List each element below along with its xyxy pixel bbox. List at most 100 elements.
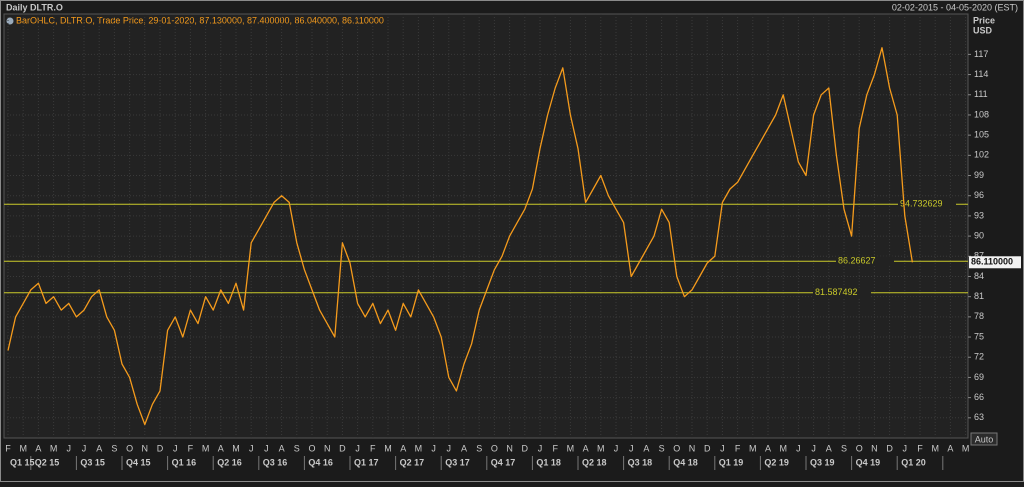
x-tick-label: J: [629, 443, 634, 453]
legend-icon: [6, 17, 14, 25]
x-tick-label: M: [232, 443, 240, 453]
x-tick-label: A: [765, 443, 771, 453]
x-tick-label: D: [157, 443, 164, 453]
x-tick-label: D: [522, 443, 529, 453]
quarter-label: Q3 17: [445, 457, 470, 467]
x-tick-label: J: [447, 443, 452, 453]
x-tick-label: A: [35, 443, 41, 453]
x-tick-label: D: [704, 443, 711, 453]
y-tick-label: 87: [974, 251, 984, 261]
x-tick-label: M: [931, 443, 939, 453]
quarter-label: Q2 19: [764, 457, 789, 467]
quarter-label: Q2 17: [400, 457, 425, 467]
x-tick-label: A: [583, 443, 589, 453]
quarter-label: Q4 19: [856, 457, 881, 467]
quarter-label: Q4 16: [308, 457, 333, 467]
x-tick-label: J: [431, 443, 436, 453]
quarter-label: Q4 15: [126, 457, 151, 467]
quarter-label: Q2 16: [217, 457, 242, 467]
x-tick-label: M: [597, 443, 605, 453]
hline-label-bg: [898, 199, 956, 210]
auto-button[interactable]: [970, 432, 998, 446]
x-tick-label: A: [643, 443, 649, 453]
hline-label-bg: [836, 256, 894, 267]
auto-button-label[interactable]: Auto: [975, 434, 994, 444]
x-tick-label: F: [917, 443, 923, 453]
x-tick-label: J: [173, 443, 178, 453]
last-price-tag: [969, 256, 1021, 269]
x-tick-label: D: [339, 443, 346, 453]
x-tick-label: M: [19, 443, 27, 453]
x-tick-label: M: [50, 443, 58, 453]
x-tick-label: F: [188, 443, 194, 453]
x-tick-label: N: [506, 443, 513, 453]
x-tick-label: N: [324, 443, 331, 453]
y-tick-label: 117: [974, 49, 988, 59]
x-tick-label: N: [689, 443, 696, 453]
hline-label: 94.732629: [900, 199, 943, 209]
quarter-label: Q1 18: [536, 457, 561, 467]
y-tick-label: 84: [974, 271, 984, 281]
quarter-label: Q2 18: [582, 457, 607, 467]
y-tick-label: 90: [974, 230, 984, 240]
x-tick-label: J: [264, 443, 269, 453]
y-axis-unit: USD: [973, 25, 993, 35]
y-tick-label: 93: [974, 210, 984, 220]
y-tick-label: 63: [974, 412, 984, 422]
x-tick-label: J: [249, 443, 254, 453]
x-tick-label: O: [308, 443, 315, 453]
x-tick-label: J: [67, 443, 72, 453]
quarter-label: Q3 15: [80, 457, 105, 467]
x-tick-label: A: [96, 443, 102, 453]
x-tick-label: J: [614, 443, 619, 453]
x-tick-label: O: [126, 443, 133, 453]
y-axis-label: Price: [973, 15, 995, 25]
x-tick-label: S: [659, 443, 665, 453]
hline-label: 86.26627: [838, 256, 876, 266]
x-tick-label: M: [567, 443, 575, 453]
x-tick-label: J: [903, 443, 908, 453]
legend: BarOHLC, DLTR.O, Trade Price, 29-01-2020…: [16, 15, 384, 25]
x-tick-label: J: [720, 443, 725, 453]
x-tick-label: F: [735, 443, 741, 453]
quarter-label: Q1 19: [719, 457, 744, 467]
x-tick-label: J: [811, 443, 816, 453]
x-tick-label: J: [796, 443, 801, 453]
x-tick-label: S: [111, 443, 117, 453]
y-tick-label: 105: [974, 130, 989, 140]
x-tick-label: F: [552, 443, 558, 453]
x-tick-label: F: [5, 443, 11, 453]
x-tick-label: S: [476, 443, 482, 453]
x-tick-label: F: [370, 443, 376, 453]
y-tick-label: 78: [974, 311, 984, 321]
x-tick-label: S: [841, 443, 847, 453]
y-tick-label: 66: [974, 392, 984, 402]
y-tick-label: 111: [974, 89, 988, 99]
quarter-label: Q2 15: [35, 457, 60, 467]
x-tick-label: M: [415, 443, 423, 453]
y-tick-label: 108: [974, 109, 989, 119]
x-tick-label: O: [673, 443, 680, 453]
x-tick-label: A: [947, 443, 953, 453]
x-tick-label: J: [538, 443, 543, 453]
x-tick-label: M: [779, 443, 787, 453]
x-tick-label: A: [279, 443, 285, 453]
x-tick-label: A: [826, 443, 832, 453]
quarter-label: Q1 17: [354, 457, 379, 467]
y-tick-label: 72: [974, 352, 984, 362]
quarter-label: Q1 16: [172, 457, 197, 467]
quarter-label: Q1 15: [10, 457, 35, 467]
x-tick-label: J: [82, 443, 87, 453]
y-tick-label: 96: [974, 190, 984, 200]
x-tick-label: S: [294, 443, 300, 453]
quarter-label: Q3 19: [810, 457, 835, 467]
x-tick-label: M: [962, 443, 970, 453]
chart-title: Daily DLTR.O: [6, 2, 63, 12]
x-tick-label: O: [856, 443, 863, 453]
x-tick-label: N: [142, 443, 149, 453]
y-tick-label: 102: [974, 150, 989, 160]
y-tick-label: 69: [974, 372, 984, 382]
quarter-label: Q1 20: [901, 457, 926, 467]
quarter-label: Q4 18: [673, 457, 698, 467]
